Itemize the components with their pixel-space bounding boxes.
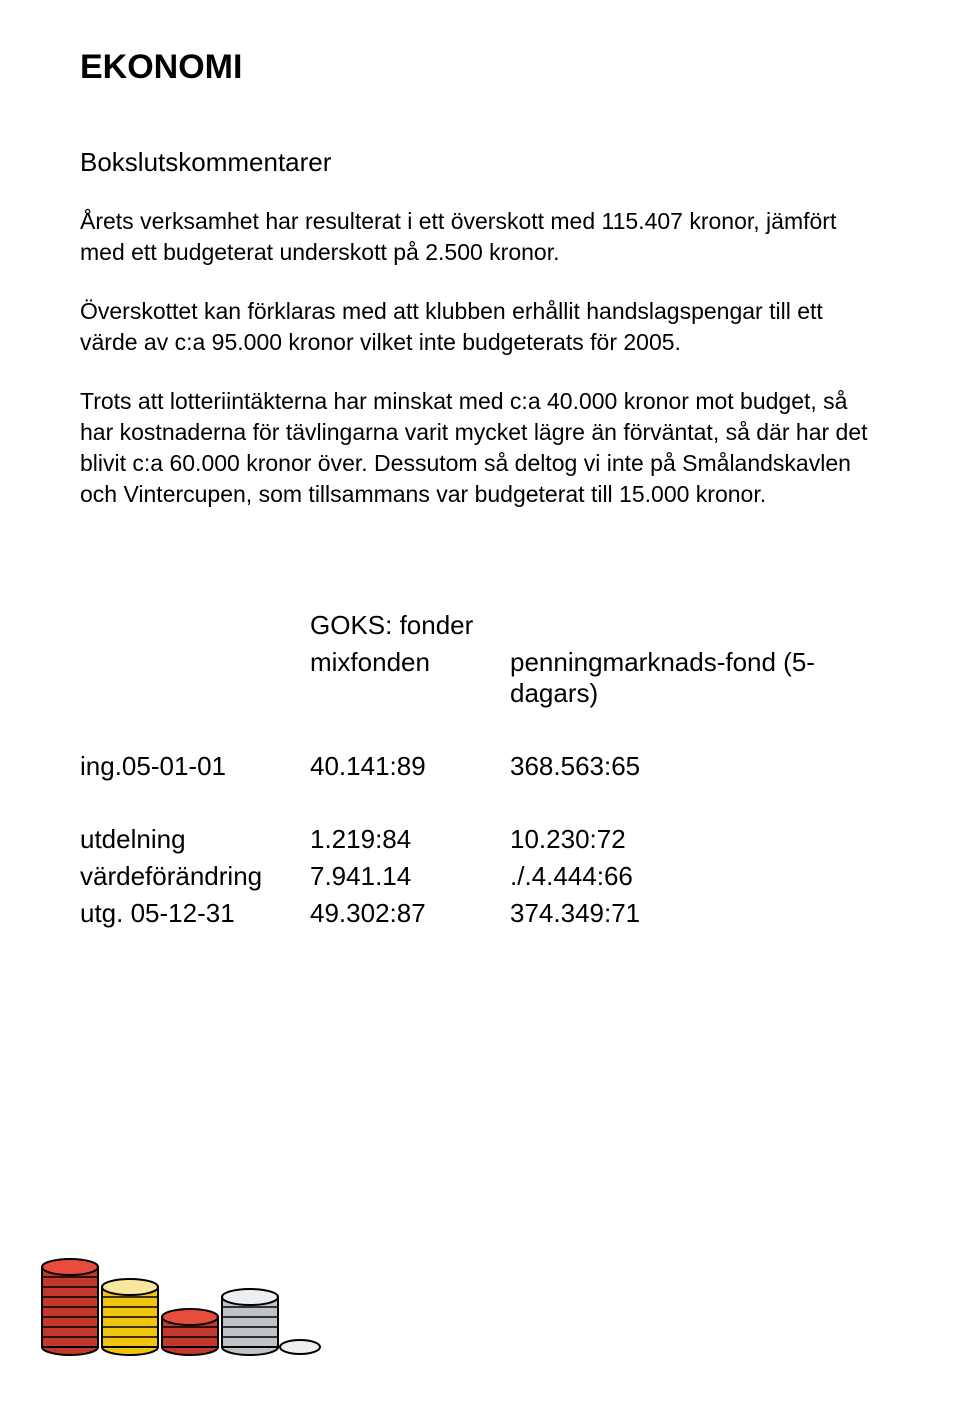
row-mix-value: 1.219:84 (310, 824, 510, 855)
empty-cell (80, 647, 310, 709)
row-label: utdelning (80, 824, 310, 855)
empty-cell (510, 610, 880, 641)
row-label: värdeförändring (80, 861, 310, 892)
row-mix-value: 40.141:89 (310, 751, 510, 782)
page-title: EKONOMI (80, 48, 880, 87)
table-row: utdelning 1.219:84 10.230:72 (80, 824, 880, 855)
empty-cell (80, 610, 310, 641)
row-money-value: 368.563:65 (510, 751, 880, 782)
row-money-value: ./.4.444:66 (510, 861, 880, 892)
table-row: ing.05-01-01 40.141:89 368.563:65 (80, 751, 880, 782)
row-money-value: 374.349:71 (510, 898, 880, 929)
col-money-header: penningmarknads-fond (5-dagars) (510, 647, 880, 709)
document-page: EKONOMI Bokslutskommentarer Årets verksa… (0, 0, 960, 1402)
row-label: ing.05-01-01 (80, 751, 310, 782)
subheading: Bokslutskommentarer (80, 147, 880, 178)
table-row: värdeförändring 7.941.14 ./.4.444:66 (80, 861, 880, 892)
row-mix-value: 49.302:87 (310, 898, 510, 929)
funds-table: GOKS: fonder mixfonden penningmarknads-f… (80, 610, 880, 929)
paragraph-2: Överskottet kan förklaras med att klubbe… (80, 296, 880, 358)
table-row: utg. 05-12-31 49.302:87 374.349:71 (80, 898, 880, 929)
paragraph-3: Trots att lotteriintäkterna har minskat … (80, 386, 880, 510)
funds-title: GOKS: fonder (310, 610, 510, 641)
paragraph-1: Årets verksamhet har resulterat i ett öv… (80, 206, 880, 268)
row-money-value: 10.230:72 (510, 824, 880, 855)
funds-header-row-2: mixfonden penningmarknads-fond (5-dagars… (80, 647, 880, 709)
coin-stacks-icon (30, 1207, 330, 1362)
row-label: utg. 05-12-31 (80, 898, 310, 929)
col-mixfonden-header: mixfonden (310, 647, 510, 709)
funds-header-row-1: GOKS: fonder (80, 610, 880, 641)
row-mix-value: 7.941.14 (310, 861, 510, 892)
